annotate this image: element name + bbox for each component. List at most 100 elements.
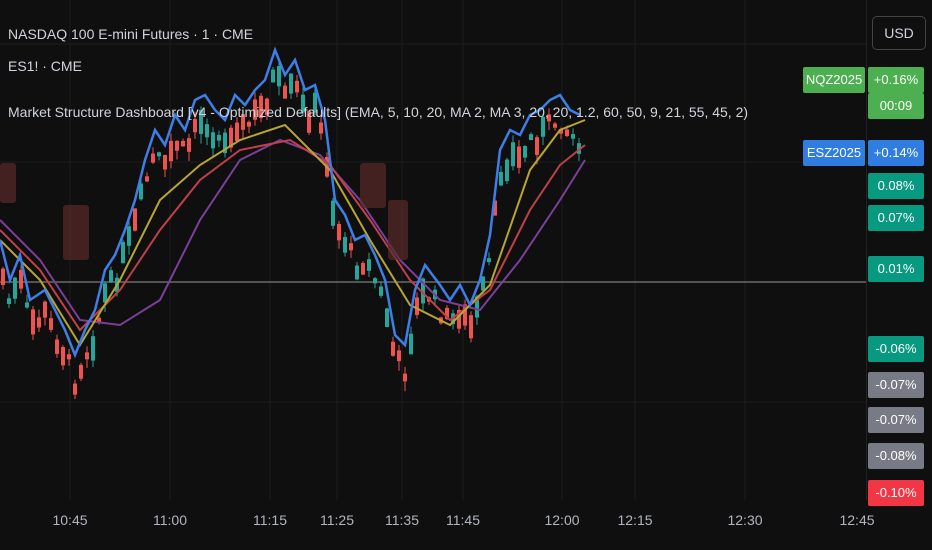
candle-body — [409, 333, 413, 355]
candle-body — [157, 152, 161, 157]
candle-body — [487, 258, 491, 263]
time-label: 12:00 — [544, 512, 580, 528]
candle-body — [397, 350, 401, 362]
time-label: 11:15 — [253, 512, 287, 528]
candle-body — [109, 270, 113, 283]
candle-body — [163, 154, 167, 170]
candle-body — [355, 265, 359, 280]
candle-body — [337, 223, 341, 241]
signal-markers — [0, 163, 408, 260]
candle-body — [73, 383, 77, 395]
candle-body — [1, 268, 5, 285]
candle-body — [289, 73, 293, 94]
candle-body — [55, 339, 59, 354]
candle-body — [7, 298, 11, 304]
candle-body — [67, 354, 71, 360]
compare-symbol: ES1! · CME — [8, 58, 82, 74]
scale-label: 0.07% — [868, 205, 924, 231]
candle-body — [283, 85, 287, 99]
candle-body — [403, 373, 407, 382]
candles — [1, 61, 581, 400]
candle-body — [271, 69, 275, 83]
candle-body — [445, 307, 449, 320]
scale-label: -0.10% — [868, 480, 924, 506]
candle-body — [553, 123, 557, 128]
time-label: 11:25 — [320, 512, 354, 528]
chart-area — [0, 0, 866, 500]
candle-body — [505, 159, 509, 182]
candle-body — [523, 146, 527, 158]
scale-label: 0.08% — [868, 173, 924, 199]
time-label: 11:00 — [153, 512, 187, 528]
candle-body — [493, 200, 497, 216]
candle-body — [463, 304, 467, 326]
candle-body — [379, 286, 383, 296]
candle-body — [541, 116, 545, 137]
time-label: 12:15 — [617, 512, 653, 528]
candle-body — [43, 301, 47, 318]
candle-body — [385, 308, 389, 327]
candle-body — [37, 317, 41, 328]
candle-body — [151, 153, 155, 163]
candle-body — [367, 259, 371, 271]
candle-body — [187, 138, 191, 152]
candle-body — [391, 341, 395, 356]
candle-body — [253, 99, 257, 120]
countdown: 00:09 — [868, 93, 924, 119]
candle-body — [577, 143, 581, 154]
candle-body — [19, 269, 23, 289]
candle-body — [49, 318, 53, 330]
candle-body — [31, 309, 35, 335]
candle-body — [97, 317, 101, 323]
candle-body — [217, 134, 221, 141]
candle-body — [259, 95, 263, 119]
candle-body — [319, 122, 323, 134]
candle-body — [199, 110, 203, 134]
candle-body — [559, 129, 563, 134]
candle-body — [535, 137, 539, 155]
time-label: 10:45 — [52, 512, 88, 528]
candle-body — [415, 297, 419, 315]
ma-purple — [0, 138, 586, 327]
grid — [0, 0, 866, 500]
candle-body — [265, 98, 269, 116]
scale-label: -0.07% — [868, 407, 924, 433]
candle-body — [421, 278, 425, 304]
time-label: 11:35 — [385, 512, 419, 528]
candle-body — [175, 140, 179, 151]
time-label: 11:45 — [446, 512, 480, 528]
candle-body — [481, 276, 485, 291]
candle-body — [211, 132, 215, 149]
candle-body — [235, 122, 239, 142]
candle-body — [181, 140, 185, 147]
candle-body — [145, 176, 149, 182]
candle-body — [349, 243, 353, 251]
time-axis — [0, 500, 932, 550]
ma-yellow — [0, 119, 586, 347]
price-badge: +0.14% — [868, 140, 924, 166]
candle-body — [13, 277, 17, 299]
candle-body — [193, 118, 197, 133]
candle-body — [457, 309, 461, 329]
price-badge: +0.16% — [868, 67, 924, 93]
candle-body — [469, 315, 473, 339]
price-line — [0, 46, 581, 359]
time-label: 12:45 — [839, 512, 875, 528]
candle-body — [295, 80, 299, 93]
symbol-badge: NQZ2025 — [803, 67, 865, 93]
candle-body — [223, 132, 227, 154]
ma-red — [0, 138, 586, 332]
candle-body — [571, 134, 575, 139]
candle-body — [79, 364, 83, 379]
scale-label: 0.01% — [868, 256, 924, 282]
candle-body — [61, 346, 65, 366]
scale-label: -0.06% — [868, 336, 924, 362]
candle-body — [313, 92, 317, 113]
candle-body — [91, 336, 95, 361]
candle-body — [517, 146, 521, 168]
scale-label: -0.07% — [868, 372, 924, 398]
scale-label: -0.08% — [868, 443, 924, 469]
currency-button[interactable]: USD — [872, 16, 926, 50]
candle-body — [499, 172, 503, 186]
